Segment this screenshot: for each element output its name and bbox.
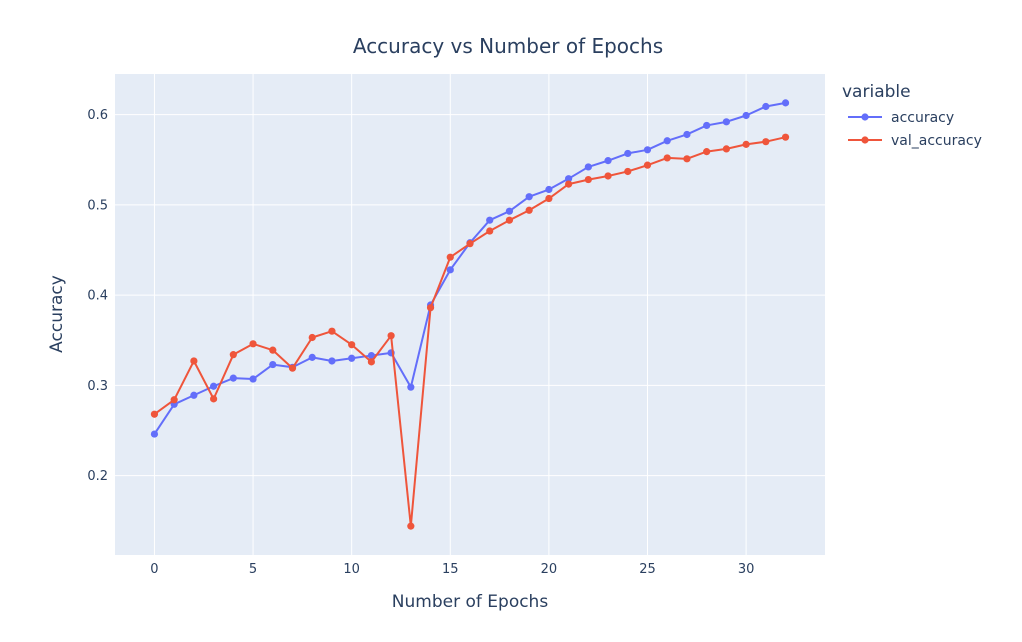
val_accuracy-point[interactable] (624, 167, 632, 176)
y-axis-title: Accuracy (47, 275, 67, 353)
accuracy-point[interactable] (308, 353, 316, 361)
val_accuracy-point[interactable] (781, 133, 790, 141)
val_accuracy-point[interactable] (703, 148, 711, 156)
val_accuracy-point[interactable] (249, 340, 257, 348)
accuracy-point[interactable] (210, 382, 218, 390)
x-tick-label: 5 (249, 562, 257, 577)
y-tick-label: 0.6 (87, 108, 108, 123)
val_accuracy-point[interactable] (643, 161, 652, 169)
accuracy-point[interactable] (604, 157, 612, 165)
val_accuracy-point[interactable] (170, 396, 178, 404)
val_accuracy-point[interactable] (604, 172, 612, 180)
val_accuracy-point[interactable] (762, 138, 770, 146)
y-tick-label: 0.2 (87, 469, 108, 484)
plot-area (115, 74, 825, 555)
y-tick-label: 0.4 (87, 289, 108, 304)
x-tick-label: 20 (541, 562, 558, 577)
val_accuracy-point[interactable] (407, 522, 415, 530)
x-axis-ticks: 0 5 10 15 20 25 30 (150, 562, 754, 577)
val_accuracy-point[interactable] (466, 240, 474, 248)
val_accuracy-point[interactable] (565, 180, 573, 188)
val_accuracy-point[interactable] (150, 410, 159, 418)
grid-lines (115, 74, 825, 555)
accuracy-point[interactable] (446, 266, 454, 274)
val_accuracy-point[interactable] (269, 346, 277, 354)
x-tick-label: 15 (442, 562, 459, 577)
series-layer (150, 99, 790, 530)
accuracy-point[interactable] (584, 163, 592, 171)
legend: variable accuracy val_accuracy (842, 82, 982, 149)
val_accuracy-point[interactable] (387, 332, 395, 340)
legend-items: accuracy val_accuracy (848, 110, 982, 149)
val_accuracy-point[interactable] (446, 253, 454, 261)
y-tick-label: 0.5 (87, 198, 108, 213)
legend-label: accuracy (891, 110, 954, 126)
val_accuracy-point[interactable] (308, 333, 316, 342)
accuracy-point[interactable] (545, 185, 553, 194)
x-tick-label: 30 (738, 562, 755, 577)
accuracy-point[interactable] (663, 137, 671, 145)
series-val_accuracy (150, 133, 790, 530)
accuracy-point[interactable] (249, 375, 257, 383)
legend-label: val_accuracy (891, 133, 982, 149)
accuracy-point[interactable] (683, 130, 691, 139)
accuracy-point[interactable] (781, 99, 790, 107)
accuracy-point[interactable] (525, 193, 533, 201)
val_accuracy-point[interactable] (742, 140, 750, 148)
val_accuracy-point[interactable] (525, 206, 533, 214)
legend-marker (861, 136, 869, 144)
val_accuracy-point[interactable] (722, 145, 730, 153)
accuracy-point[interactable] (624, 149, 632, 158)
y-tick-label: 0.3 (87, 379, 108, 394)
legend-item-accuracy[interactable]: accuracy (848, 110, 954, 126)
x-tick-label: 10 (343, 562, 360, 577)
accuracy-point[interactable] (190, 391, 198, 399)
accuracy-point[interactable] (703, 121, 711, 130)
accuracy-point[interactable] (486, 216, 494, 224)
val_accuracy-point[interactable] (190, 357, 198, 365)
x-tick-label: 0 (150, 562, 158, 577)
legend-title: variable (842, 82, 911, 102)
val_accuracy-point[interactable] (288, 364, 297, 372)
accuracy-point[interactable] (742, 111, 750, 120)
accuracy-point[interactable] (150, 430, 159, 438)
accuracy-point[interactable] (229, 374, 237, 382)
accuracy-point[interactable] (762, 102, 770, 111)
x-tick-label: 25 (639, 562, 656, 577)
val_accuracy-point[interactable] (584, 175, 592, 184)
legend-marker (861, 113, 869, 121)
accuracy-point[interactable] (643, 146, 652, 154)
legend-item-val_accuracy[interactable]: val_accuracy (848, 133, 982, 149)
val_accuracy-point[interactable] (328, 327, 336, 335)
accuracy-point[interactable] (505, 207, 514, 215)
accuracy-point[interactable] (722, 118, 730, 126)
val_accuracy-point[interactable] (505, 216, 514, 224)
val_accuracy-point[interactable] (348, 341, 356, 349)
val_accuracy-point[interactable] (367, 358, 375, 366)
val_accuracy-point[interactable] (229, 351, 237, 359)
val_accuracy-point[interactable] (545, 194, 553, 203)
val_accuracy-point[interactable] (426, 304, 435, 312)
val_accuracy-point[interactable] (486, 227, 494, 235)
val_accuracy-point[interactable] (663, 154, 671, 162)
chart-title: Accuracy vs Number of Epochs (353, 34, 663, 58)
accuracy-point[interactable] (328, 357, 336, 365)
y-axis-ticks: 0.2 0.3 0.4 0.5 0.6 (87, 108, 108, 484)
accuracy-point[interactable] (367, 351, 375, 360)
val_accuracy-point[interactable] (210, 395, 218, 403)
accuracy-point[interactable] (565, 175, 573, 183)
val_accuracy-point[interactable] (683, 155, 691, 163)
accuracy-point[interactable] (407, 383, 415, 391)
accuracy-point[interactable] (269, 360, 277, 369)
accuracy-point[interactable] (348, 354, 356, 362)
x-axis-title: Number of Epochs (392, 592, 549, 612)
